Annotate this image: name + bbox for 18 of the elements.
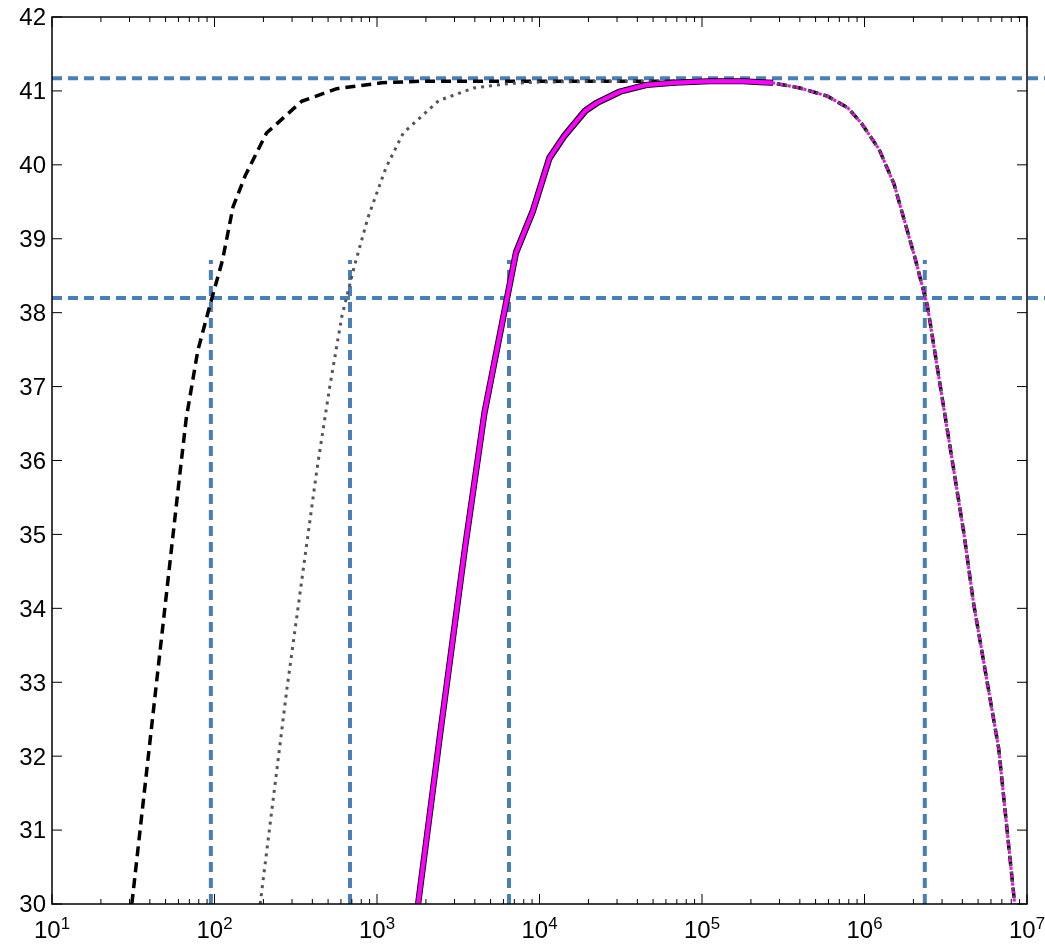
x-tick-label: 10$^{3}$ [358, 913, 396, 943]
y-tick-label: 34 [19, 594, 46, 622]
y-tick-label: 42 [19, 3, 46, 31]
y-tick-label: 37 [19, 372, 46, 400]
y-tick-label: 39 [19, 225, 46, 253]
x-tick-label: 10$^{2}$ [196, 913, 233, 943]
x-tick-label: 10$^{6}$ [846, 913, 883, 943]
y-tick-label: 41 [19, 77, 46, 105]
x-tick-label: 10$^{7}$ [1008, 913, 1045, 943]
y-tick-label: 32 [19, 742, 46, 770]
x-tick-label: 10$^{4}$ [521, 913, 558, 943]
y-tick-label: 31 [19, 816, 46, 844]
y-tick-label: 40 [19, 151, 46, 179]
y-tick-label: 38 [19, 299, 46, 327]
y-tick-label: 36 [19, 446, 46, 474]
y-tick-label: 33 [19, 668, 46, 696]
x-tick-label: 10$^{5}$ [683, 913, 721, 943]
y-tick-label: 35 [19, 520, 46, 548]
